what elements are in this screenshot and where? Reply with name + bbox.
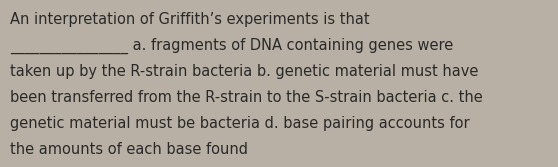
Text: An interpretation of Griffith’s experiments is that: An interpretation of Griffith’s experime… <box>10 12 369 27</box>
Text: taken up by the R-strain bacteria b. genetic material must have: taken up by the R-strain bacteria b. gen… <box>10 64 478 79</box>
Text: ________________ a. fragments of DNA containing genes were: ________________ a. fragments of DNA con… <box>10 38 453 54</box>
Text: been transferred from the R-strain to the S-strain bacteria c. the: been transferred from the R-strain to th… <box>10 90 483 105</box>
Text: genetic material must be bacteria d. base pairing accounts for: genetic material must be bacteria d. bas… <box>10 116 470 131</box>
Text: the amounts of each base found: the amounts of each base found <box>10 142 248 157</box>
